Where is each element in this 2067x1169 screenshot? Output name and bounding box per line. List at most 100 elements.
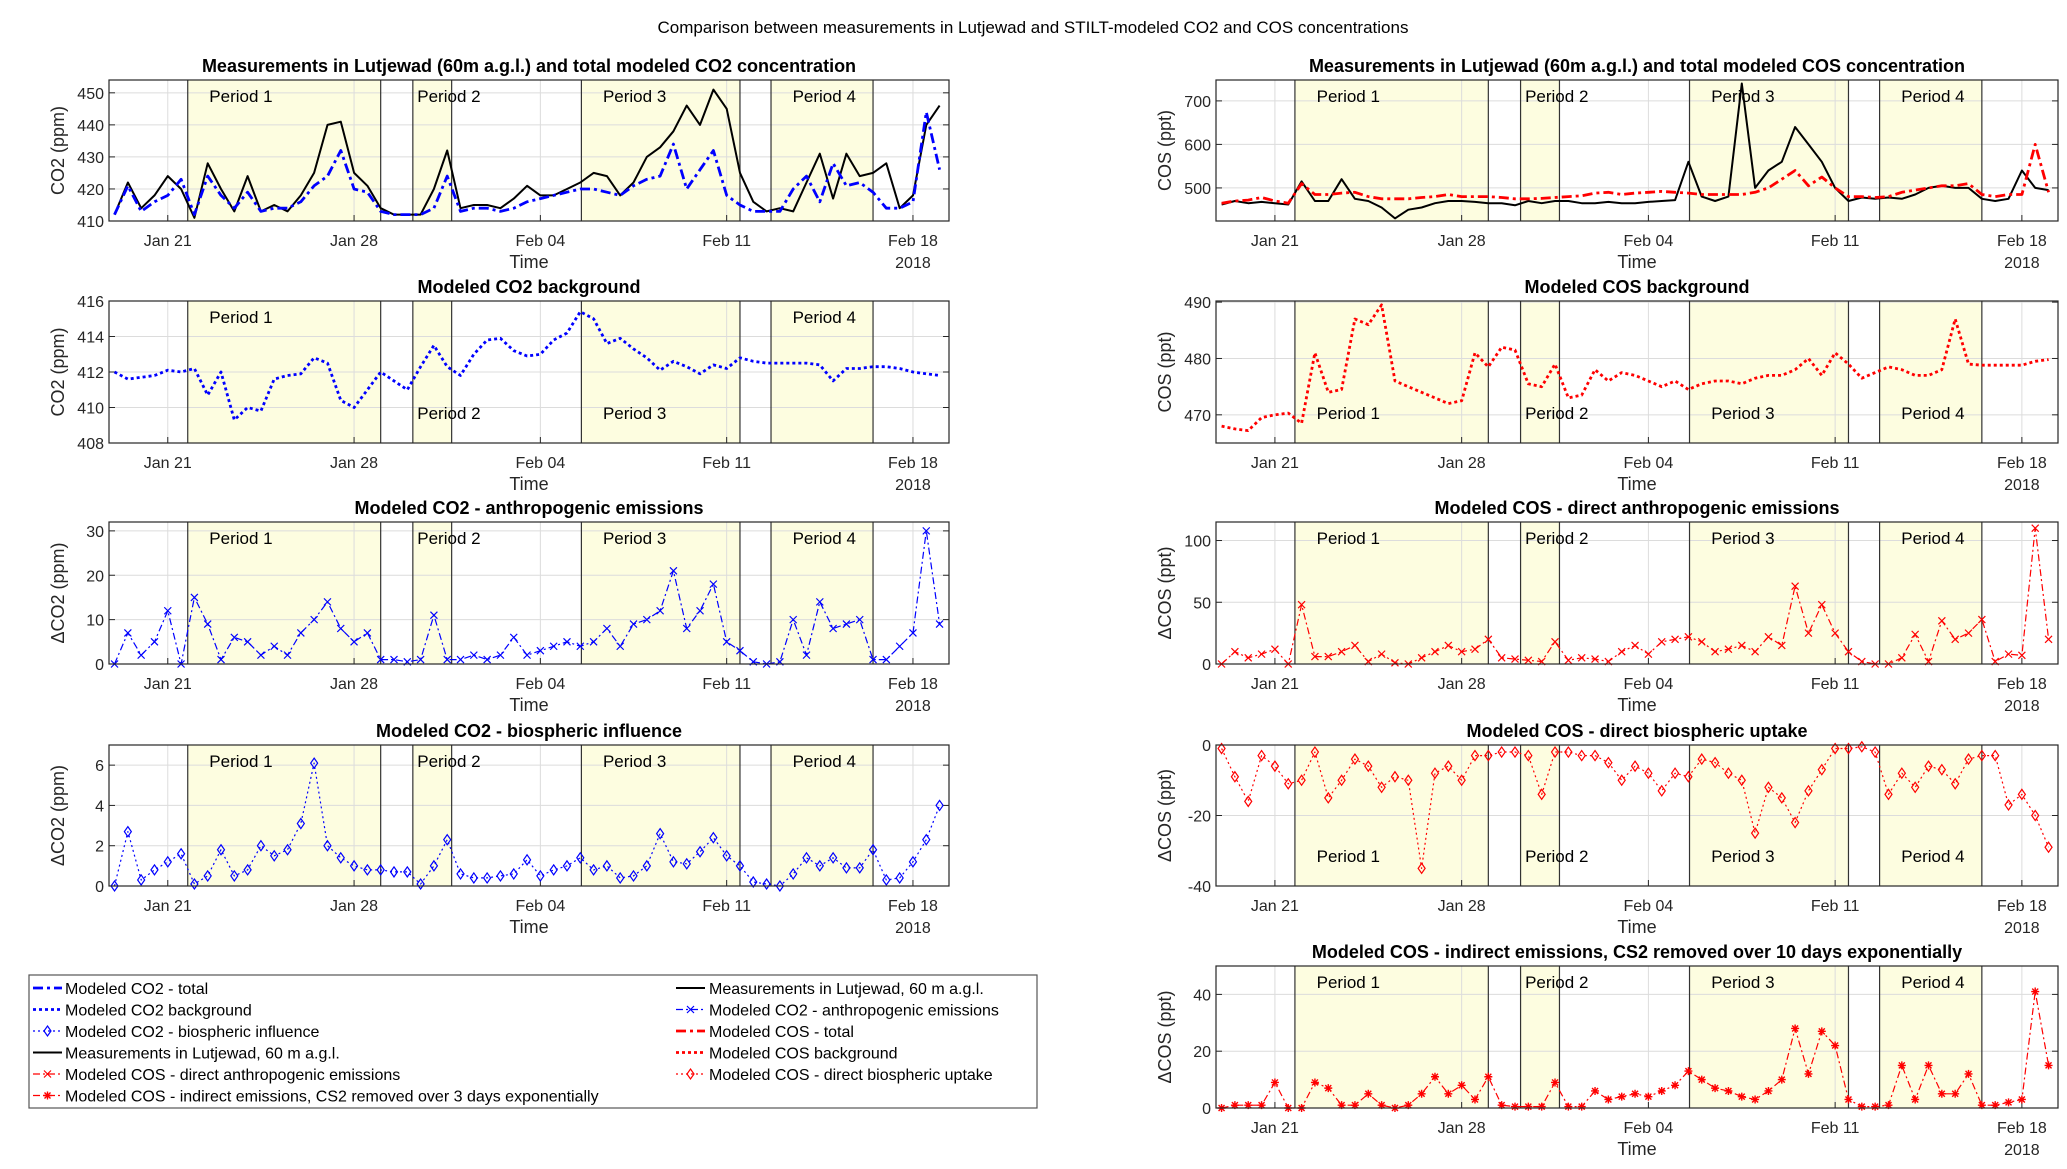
data-point: [1804, 784, 1813, 797]
data-point: [842, 620, 851, 628]
panel-title: Modeled CO2 background: [417, 277, 640, 297]
data-point: [616, 642, 625, 651]
data-point: [788, 867, 798, 880]
data-point: [269, 849, 279, 862]
period-band: [412, 80, 452, 221]
data-point: [1751, 647, 1760, 656]
y-axis-label: ΔCO2 (ppm): [48, 765, 68, 866]
data-point: [2004, 798, 2013, 811]
data-point: [1964, 1069, 1973, 1078]
data-point: [1897, 1061, 1906, 1070]
data-point: [815, 597, 824, 606]
period-label: Period 4: [1901, 87, 1964, 106]
x-tick-label: Feb 11: [702, 233, 751, 250]
data-point: [935, 799, 944, 812]
data-point: [256, 651, 265, 660]
data-point: [1711, 647, 1720, 656]
data-point: [256, 839, 266, 852]
y-tick-label: 20: [86, 568, 104, 585]
data-point: [1444, 760, 1453, 773]
x-tick-label: Feb 04: [1623, 455, 1673, 472]
x-tick-label: Jan 21: [144, 233, 192, 250]
x-year-label: 2018: [2004, 255, 2040, 272]
period-label: Period 1: [1317, 404, 1380, 423]
x-tick-label: Jan 21: [1251, 455, 1299, 472]
data-point: [669, 566, 678, 575]
data-point: [456, 867, 465, 880]
x-tick-label: Feb 04: [515, 455, 565, 472]
data-point: [1964, 753, 1973, 766]
x-year-label: 2018: [2004, 1142, 2040, 1159]
data-point: [775, 879, 785, 893]
period-band: [412, 522, 452, 664]
period-label: Period 2: [1525, 529, 1588, 548]
data-point: [2044, 635, 2053, 644]
data-point: [1417, 653, 1426, 662]
x-axis-label: Time: [509, 474, 548, 494]
data-point: [696, 606, 704, 615]
data-point: [1457, 647, 1466, 656]
y-axis-label: ΔCOS (ppt): [1155, 990, 1175, 1083]
data-point: [1591, 655, 1599, 663]
period-band: [1520, 301, 1560, 443]
legend-label: Modeled COS - total: [709, 1024, 854, 1041]
data-point: [562, 859, 572, 872]
data-point: [336, 624, 345, 633]
data-point: [1551, 1078, 1560, 1087]
data-point: [629, 869, 638, 882]
legend-entry: Modeled CO2 background: [33, 1003, 252, 1020]
data-point: [1230, 647, 1239, 656]
panel-title: Modeled CO2 - biospheric influence: [376, 721, 682, 741]
data-point: [136, 873, 146, 887]
data-point: [922, 833, 931, 846]
data-point: [270, 642, 279, 651]
data-point: [736, 646, 744, 655]
data-point: [1284, 777, 1293, 790]
data-point: [589, 863, 598, 876]
period-label: Period 3: [1711, 973, 1774, 992]
data-point: [1591, 1086, 1600, 1095]
period-band: [1879, 522, 1982, 664]
data-point: [895, 642, 904, 651]
legend-label: Modeled CO2 - biospheric influence: [65, 1024, 319, 1041]
x-tick-label: Feb 18: [1997, 898, 2047, 915]
x-axis-label: Time: [1617, 695, 1656, 715]
data-point: [482, 871, 492, 884]
data-point: [602, 624, 611, 633]
period-band: [771, 80, 874, 221]
data-point: [1337, 647, 1346, 656]
period-label: Period 4: [1901, 973, 1964, 992]
x-tick-label: Feb 04: [515, 898, 565, 915]
data-point: [1817, 1027, 1826, 1036]
data-point: [1590, 749, 1600, 762]
period-band: [1294, 80, 1489, 221]
x-tick-label: Feb 18: [888, 898, 938, 915]
data-point: [749, 875, 758, 889]
data-point: [1644, 650, 1653, 659]
data-point: [1671, 635, 1679, 644]
data-point: [1631, 641, 1639, 650]
data-point: [895, 871, 904, 884]
data-point: [1377, 650, 1386, 659]
data-point: [1937, 1089, 1946, 1098]
data-point: [1831, 629, 1840, 638]
data-point: [549, 863, 558, 876]
data-point: [1511, 1102, 1520, 1111]
data-point: [682, 624, 691, 633]
data-point: [1297, 600, 1306, 609]
period-label: Period 2: [1525, 973, 1588, 992]
period-label: Period 4: [1901, 404, 1964, 423]
data-point: [1230, 770, 1240, 783]
x-year-label: 2018: [895, 920, 931, 937]
x-tick-label: Jan 28: [1438, 233, 1486, 250]
y-tick-label: 20: [1193, 1044, 1211, 1061]
data-point: [1510, 746, 1520, 759]
data-point: [1350, 753, 1360, 766]
period-band: [1294, 522, 1489, 664]
figure-title: Comparison between measurements in Lutje…: [658, 18, 1409, 37]
x-tick-label: Jan 28: [1438, 676, 1486, 693]
data-point: [1577, 653, 1586, 662]
data-point: [1270, 645, 1279, 654]
x-axis-label: Time: [509, 695, 548, 715]
data-point: [323, 839, 332, 852]
